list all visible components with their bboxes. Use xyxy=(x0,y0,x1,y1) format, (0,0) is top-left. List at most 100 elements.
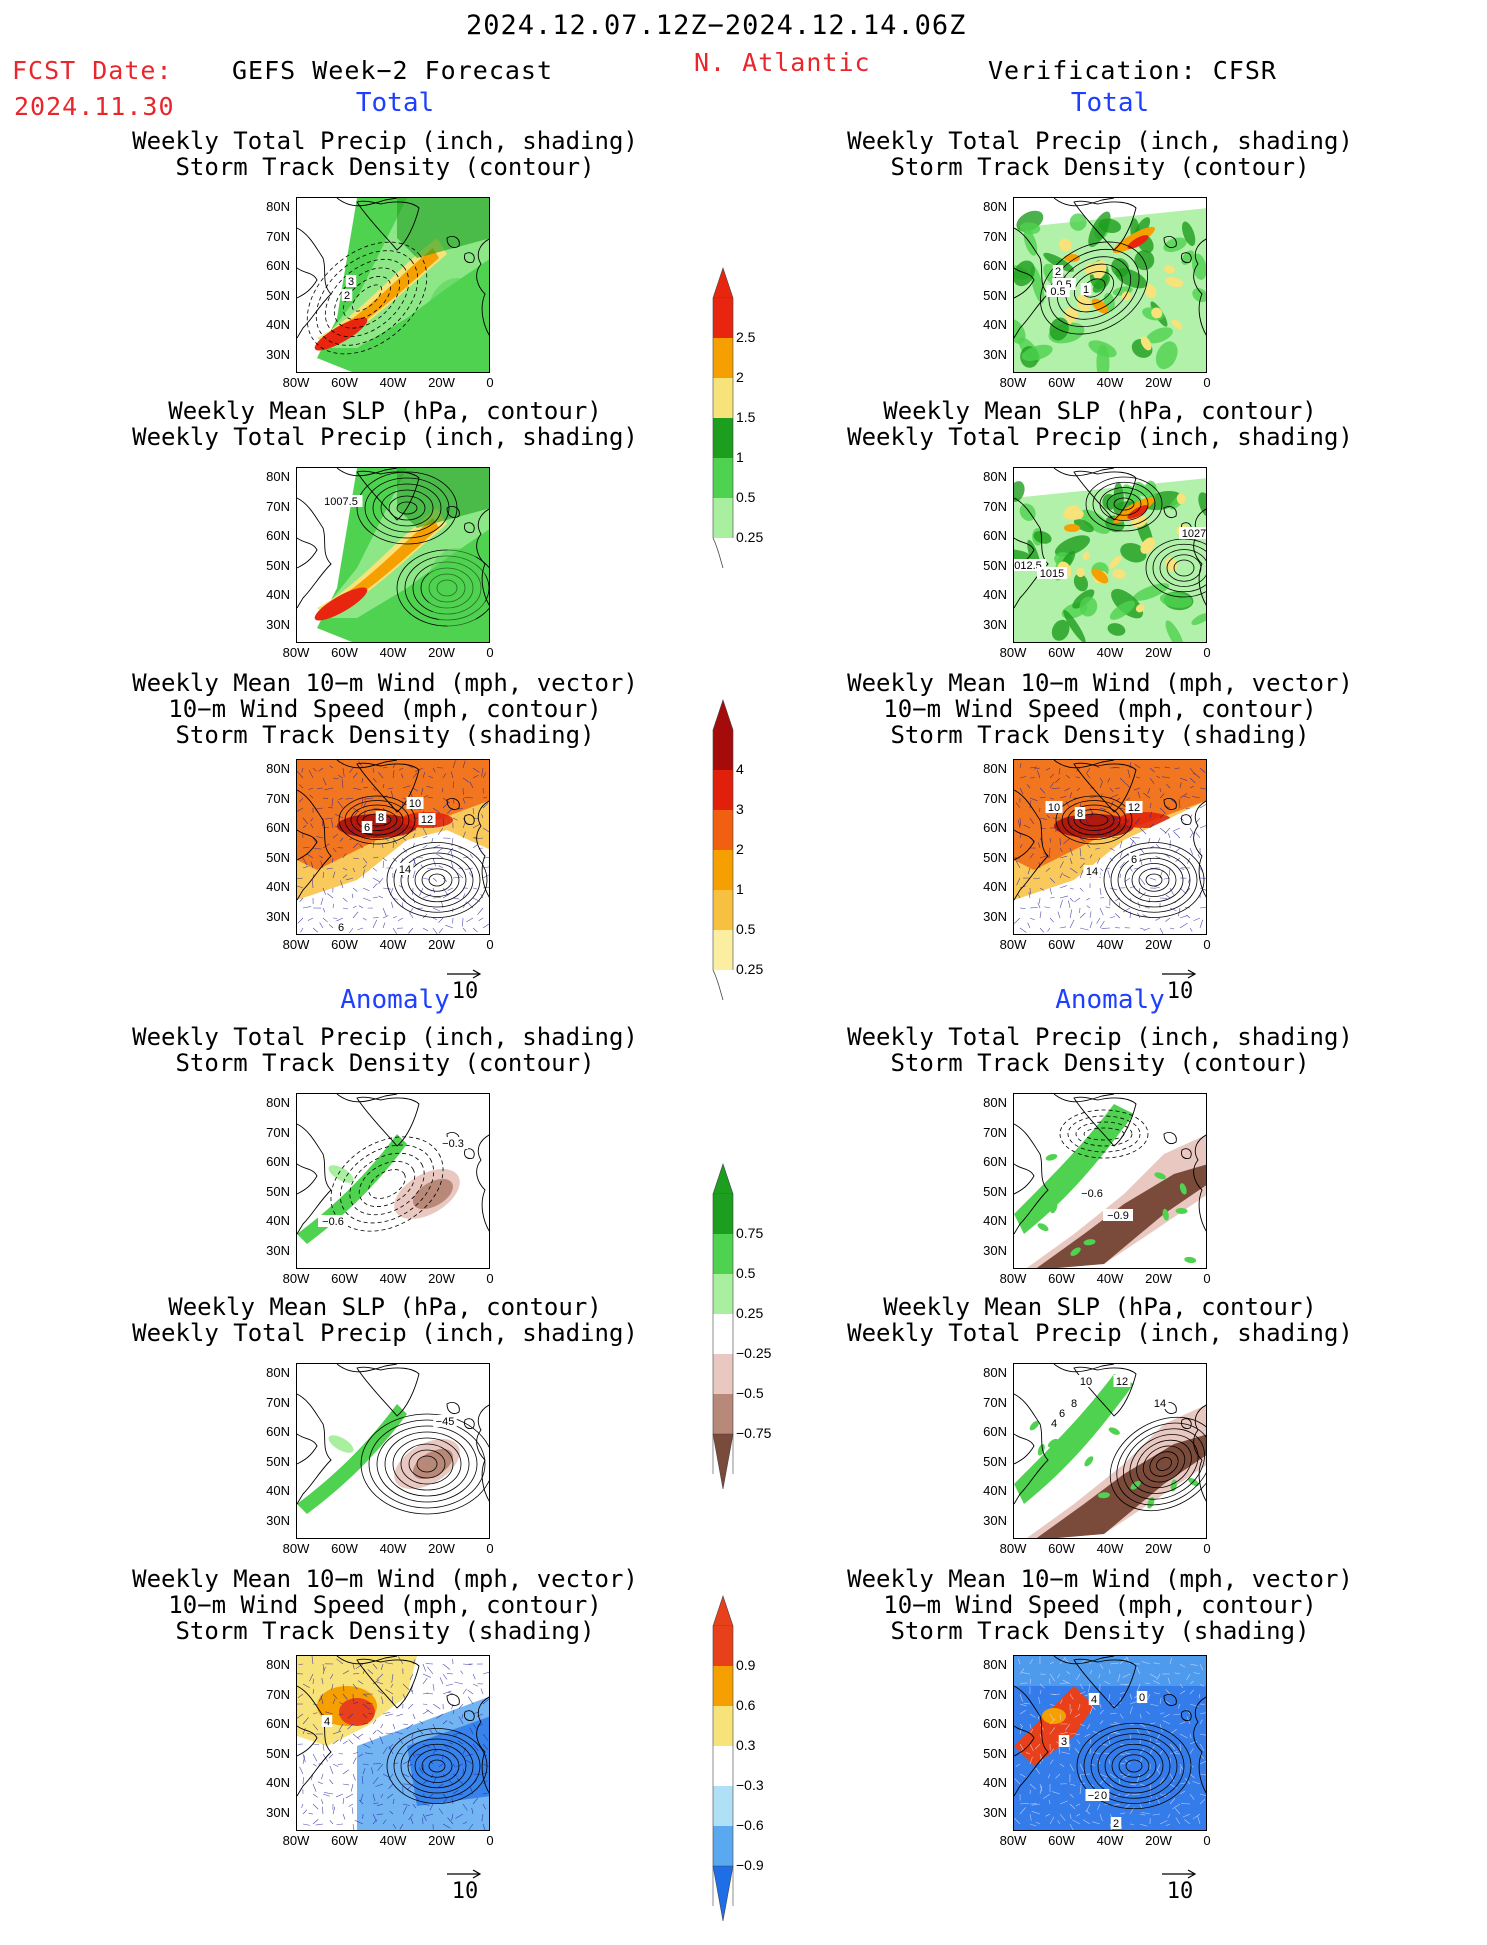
lat-tick-label: 60N xyxy=(256,820,290,835)
colorbar-top-cap xyxy=(713,1596,733,1626)
svg-text:−0.6: −0.6 xyxy=(322,1216,344,1228)
colorbar-tick-label: 0.5 xyxy=(736,921,755,937)
lat-tick-label: 30N xyxy=(973,617,1007,632)
contour-label: −0.6 xyxy=(1077,1187,1107,1200)
svg-text:−2: −2 xyxy=(1088,1790,1101,1802)
lat-tick-label: 70N xyxy=(256,229,290,244)
svg-text:1: 1 xyxy=(1083,284,1089,296)
lat-tick-label: 30N xyxy=(973,347,1007,362)
lon-tick-label: 80W xyxy=(276,1833,316,1848)
lat-tick-label: 60N xyxy=(256,1154,290,1169)
contour-label: 0 xyxy=(1099,1789,1110,1802)
lat-tick-label: 50N xyxy=(973,558,1007,573)
arrow-right-icon xyxy=(1160,969,1200,979)
svg-text:3: 3 xyxy=(1061,1736,1067,1748)
contour-label: 6 xyxy=(362,821,373,834)
lon-tick-label: 20W xyxy=(1139,1833,1179,1848)
contour-label: −45 xyxy=(433,1415,457,1428)
colorbar-tick-label: −0.9 xyxy=(736,1857,764,1873)
lat-tick-label: 40N xyxy=(256,879,290,894)
lon-tick-label: 80W xyxy=(276,1541,316,1556)
contour-label: 10 xyxy=(1046,801,1063,814)
contour-label: 10 xyxy=(407,797,424,810)
svg-text:2: 2 xyxy=(344,290,350,302)
fcst-date-label: FCST Date: xyxy=(12,56,173,85)
colorbar-tick-label: 2.5 xyxy=(736,329,755,345)
contour-label: −0.6 xyxy=(318,1215,348,1228)
svg-text:6: 6 xyxy=(1131,854,1137,866)
contour-label: 2 xyxy=(342,289,353,302)
svg-text:0: 0 xyxy=(1139,1692,1145,1704)
contour-label: 12 xyxy=(419,813,436,826)
lat-tick-label: 60N xyxy=(256,528,290,543)
fcst-date-value: 2024.11.30 xyxy=(14,92,175,121)
lat-tick-label: 70N xyxy=(973,1687,1007,1702)
map-cfsr-precip-anom: −0.6−0.9 xyxy=(1013,1093,1207,1269)
title-cfsr-slp-total: Weekly Mean SLP (hPa, contour)Weekly Tot… xyxy=(790,398,1410,450)
svg-text:1015: 1015 xyxy=(1040,568,1064,580)
colorbar-tick-label: 0.25 xyxy=(736,529,763,545)
lon-tick-label: 80W xyxy=(993,645,1033,660)
lon-tick-label: 80W xyxy=(993,1833,1033,1848)
lon-tick-label: 60W xyxy=(325,937,365,952)
lon-tick-label: 40W xyxy=(1090,645,1130,660)
colorbar-segment xyxy=(713,498,733,538)
lon-tick-label: 40W xyxy=(1090,375,1130,390)
lat-tick-label: 50N xyxy=(973,288,1007,303)
colorbar-segment xyxy=(713,1666,733,1706)
svg-text:−0.9: −0.9 xyxy=(1107,1210,1129,1222)
lat-tick-label: 70N xyxy=(256,791,290,806)
lat-tick-label: 80N xyxy=(256,1365,290,1380)
title-cfsr-precip-anom: Weekly Total Precip (inch, shading)Storm… xyxy=(790,1024,1410,1076)
contour-label: 8 xyxy=(376,811,387,824)
contour-label: 8 xyxy=(1069,1397,1080,1410)
lat-tick-label: 70N xyxy=(973,1125,1007,1140)
lat-tick-label: 70N xyxy=(973,1395,1007,1410)
lon-tick-label: 40W xyxy=(373,1541,413,1556)
lat-tick-label: 70N xyxy=(256,1395,290,1410)
contour-label: 2 xyxy=(1111,1817,1122,1830)
lon-tick-label: 60W xyxy=(1042,1271,1082,1286)
lat-tick-label: 80N xyxy=(973,1095,1007,1110)
lon-tick-label: 0 xyxy=(1187,1271,1227,1286)
map-gefs-slp-total: 1007.5 xyxy=(296,467,490,643)
lat-tick-label: 40N xyxy=(256,317,290,332)
contour-label: 0 xyxy=(1137,1691,1148,1704)
svg-text:−0.3: −0.3 xyxy=(442,1138,464,1150)
title-gefs-slp-total: Weekly Mean SLP (hPa, contour)Weekly Tot… xyxy=(75,398,695,450)
svg-text:0: 0 xyxy=(1101,1790,1107,1802)
svg-text:14: 14 xyxy=(399,864,411,876)
lon-tick-label: 40W xyxy=(1090,1833,1130,1848)
svg-text:8: 8 xyxy=(378,812,384,824)
contour-label: 10 xyxy=(1078,1375,1095,1388)
lon-tick-label: 0 xyxy=(470,645,510,660)
svg-text:12: 12 xyxy=(1116,1376,1128,1388)
colorbar-segment xyxy=(713,1746,733,1786)
lat-tick-label: 50N xyxy=(256,1184,290,1199)
colorbar-segment xyxy=(713,1826,733,1866)
lon-tick-label: 0 xyxy=(470,1833,510,1848)
colorbar-bottom-cap xyxy=(713,1866,733,1921)
contour-label: 2 xyxy=(1053,265,1064,278)
forecast-title: GEFS Week−2 Forecast xyxy=(232,56,553,85)
lon-tick-label: 0 xyxy=(1187,937,1227,952)
lon-tick-label: 40W xyxy=(1090,1541,1130,1556)
lon-tick-label: 40W xyxy=(1090,1271,1130,1286)
lon-tick-label: 80W xyxy=(276,645,316,660)
lat-tick-label: 80N xyxy=(973,1657,1007,1672)
lon-tick-label: 80W xyxy=(276,375,316,390)
lat-tick-label: 30N xyxy=(256,1513,290,1528)
colorbar-tick-label: 4 xyxy=(736,761,744,777)
lat-tick-label: 60N xyxy=(973,820,1007,835)
svg-text:1007.5: 1007.5 xyxy=(324,496,358,508)
colorbar-tick-label: −0.3 xyxy=(736,1777,764,1793)
map-gefs-slp-anom: −45 xyxy=(296,1363,490,1539)
svg-text:2: 2 xyxy=(1113,1818,1119,1830)
lat-tick-label: 70N xyxy=(973,791,1007,806)
lon-tick-label: 20W xyxy=(1139,1271,1179,1286)
svg-text:14: 14 xyxy=(1154,1398,1166,1410)
title-gefs-wind-anom: Weekly Mean 10−m Wind (mph, vector)10−m … xyxy=(75,1566,695,1644)
lon-tick-label: 20W xyxy=(422,1271,462,1286)
